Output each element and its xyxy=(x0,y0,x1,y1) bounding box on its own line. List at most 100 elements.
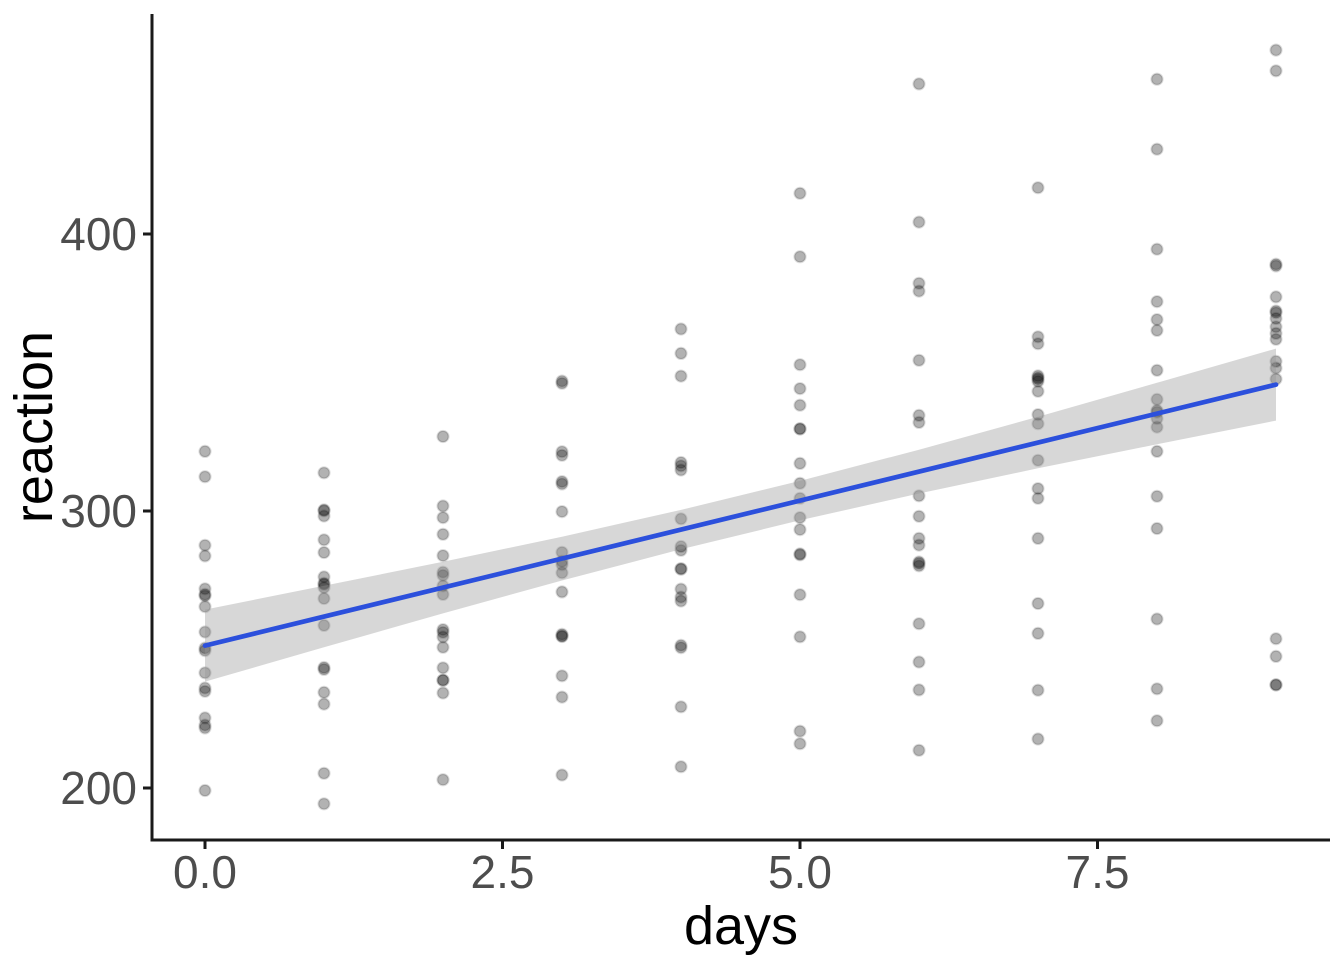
data-point xyxy=(674,369,688,383)
data-point xyxy=(912,556,926,571)
data-point xyxy=(912,408,926,422)
data-point xyxy=(793,382,807,396)
data-point xyxy=(198,666,212,680)
data-point xyxy=(1269,43,1283,57)
data-point xyxy=(1150,489,1164,503)
data-point xyxy=(1150,392,1164,406)
data-point xyxy=(1269,320,1283,334)
data-point xyxy=(555,448,569,462)
data-point xyxy=(674,543,688,557)
data-point xyxy=(1150,521,1164,536)
data-point xyxy=(1150,295,1164,309)
data-point xyxy=(674,562,688,576)
data-point xyxy=(555,690,569,704)
y-tick-label: 400 xyxy=(60,208,137,260)
data-point xyxy=(317,618,331,633)
data-point xyxy=(674,539,688,554)
data-point xyxy=(1269,257,1283,271)
data-point xyxy=(1269,64,1283,78)
data-point xyxy=(793,358,807,372)
data-point xyxy=(793,510,807,525)
data-point xyxy=(674,346,688,360)
x-axis: 0.0 2.5 5.0 7.5 xyxy=(150,838,1330,898)
data-point xyxy=(198,681,212,695)
data-point xyxy=(1031,453,1045,467)
data-point xyxy=(436,673,450,687)
data-point xyxy=(1031,408,1045,422)
data-point xyxy=(1031,330,1045,344)
data-point xyxy=(1150,313,1164,327)
data-point xyxy=(436,568,450,582)
data-point xyxy=(198,684,212,698)
data-point xyxy=(198,589,212,603)
data-point xyxy=(317,503,331,517)
points-layer xyxy=(198,43,1283,811)
data-point xyxy=(436,661,450,675)
data-point xyxy=(317,570,331,584)
data-point xyxy=(912,489,926,503)
data-point xyxy=(555,627,569,641)
data-point xyxy=(912,559,926,573)
data-point xyxy=(198,470,212,484)
x-tick-label: 7.5 xyxy=(1066,846,1130,898)
data-point xyxy=(198,783,212,798)
data-point xyxy=(1150,714,1164,728)
data-point xyxy=(1269,678,1283,692)
data-point xyxy=(1031,491,1045,505)
data-point xyxy=(674,638,688,652)
data-point xyxy=(912,77,926,91)
data-point xyxy=(555,629,569,643)
data-point xyxy=(555,768,569,782)
data-point xyxy=(317,545,331,560)
data-point xyxy=(436,630,450,644)
data-point xyxy=(555,585,569,599)
data-point xyxy=(1269,361,1283,375)
data-point xyxy=(436,549,450,563)
data-point xyxy=(674,322,688,336)
data-point xyxy=(793,250,807,264)
data-point xyxy=(793,456,807,470)
data-point xyxy=(317,766,331,780)
data-point xyxy=(674,582,688,596)
data-point xyxy=(555,475,569,489)
data-point xyxy=(436,510,450,525)
data-point xyxy=(198,718,212,732)
data-point xyxy=(1031,482,1045,496)
data-point xyxy=(1269,354,1283,368)
x-tick-label: 2.5 xyxy=(471,846,535,898)
data-point xyxy=(436,640,450,654)
data-point xyxy=(436,686,450,700)
x-ticks: 0.0 2.5 5.0 7.5 xyxy=(173,840,1129,898)
data-point xyxy=(674,700,688,714)
data-point xyxy=(198,600,212,614)
data-point xyxy=(674,641,688,655)
data-point xyxy=(198,721,212,735)
y-axis-title: reaction xyxy=(4,331,64,523)
data-point xyxy=(1031,181,1045,195)
data-point xyxy=(555,566,569,580)
data-point xyxy=(198,444,212,458)
data-point xyxy=(317,580,331,595)
data-point xyxy=(1150,363,1164,377)
data-point xyxy=(317,509,331,523)
data-point xyxy=(912,531,926,546)
data-point xyxy=(1269,306,1283,320)
data-point xyxy=(1031,596,1045,611)
data-point xyxy=(436,565,450,579)
data-point xyxy=(1031,372,1045,386)
regression-line xyxy=(202,382,1279,648)
data-point xyxy=(1031,732,1045,746)
data-point xyxy=(1031,531,1045,546)
data-point xyxy=(1031,417,1045,431)
data-point xyxy=(1269,649,1283,664)
data-point xyxy=(317,797,331,811)
data-point xyxy=(1150,682,1164,696)
data-point xyxy=(912,415,926,429)
data-point xyxy=(317,697,331,711)
data-point xyxy=(674,590,688,604)
data-point xyxy=(317,466,331,480)
data-point xyxy=(198,549,212,563)
data-point xyxy=(198,625,212,639)
data-point xyxy=(436,773,450,787)
data-point xyxy=(317,685,331,700)
